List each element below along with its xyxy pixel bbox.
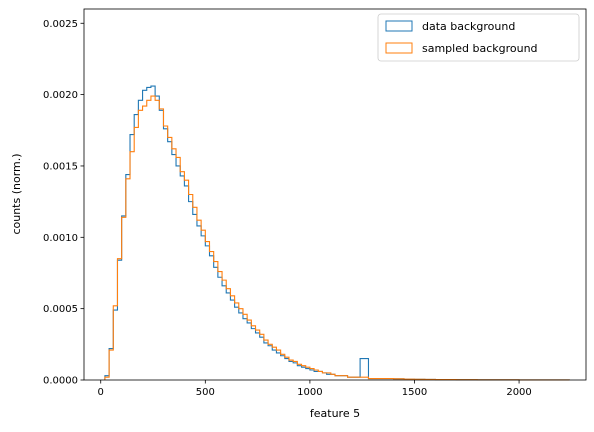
y-tick-label: 0.0020 [43,90,78,101]
x-tick-label: 1500 [402,387,427,398]
x-tick-label: 0 [98,387,104,398]
x-tick-label: 2000 [506,387,531,398]
legend-swatch-sampled-background [385,42,413,54]
x-axis-ticks: 0 500 1000 1500 2000 [98,380,532,398]
x-axis-title: feature 5 [310,407,360,420]
legend-label-sampled-background: sampled background [422,42,538,55]
y-tick-label: 0.0000 [43,376,78,387]
series-sampled-background-step-line [104,95,570,381]
x-tick-label: 1000 [297,387,322,398]
y-tick-label: 0.0025 [43,19,78,30]
series-layer [104,85,570,381]
y-axis-ticks: 0.0000 0.0005 0.0010 0.0015 0.0020 0.0025 [43,19,84,387]
y-tick-label: 0.0015 [43,161,78,172]
x-tick-label: 500 [196,387,215,398]
y-tick-label: 0.0010 [43,233,78,244]
y-axis-title: counts (norm.) [10,153,23,234]
legend-label-data-background: data background [422,20,515,33]
legend-swatch-data-background [385,20,413,32]
axes-frame [83,8,587,381]
series-data-background-step-line [104,85,570,381]
y-tick-label: 0.0005 [43,304,78,315]
legend-frame [377,13,580,62]
legend: data background sampled background [377,13,580,62]
